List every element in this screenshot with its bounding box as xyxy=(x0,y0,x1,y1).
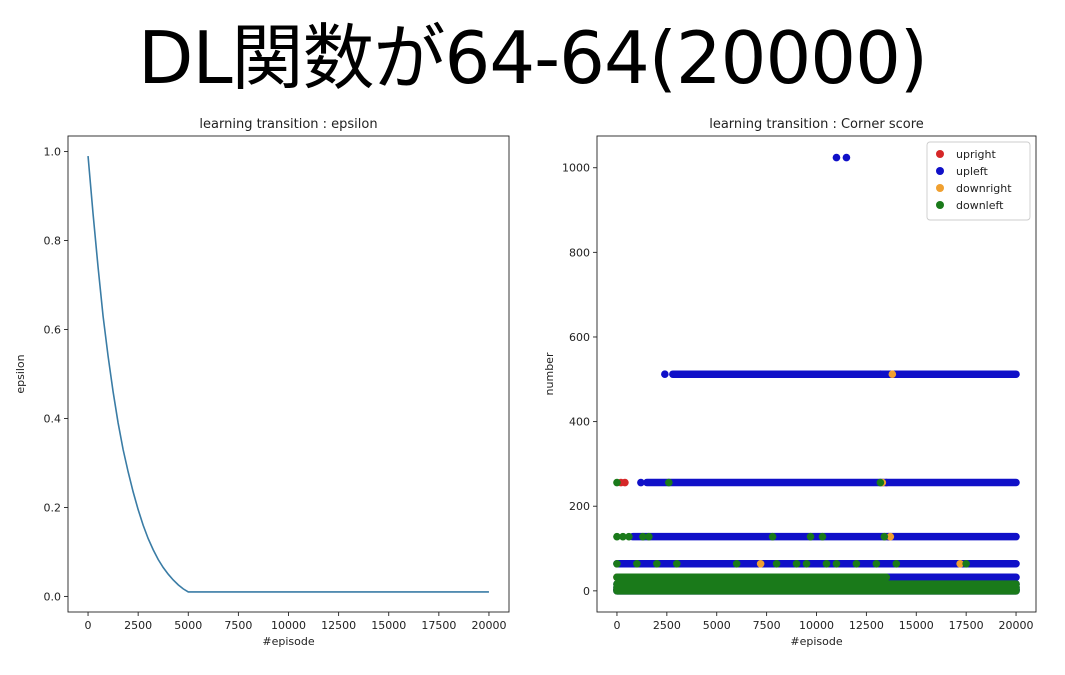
x-tick-label: 12500 xyxy=(849,619,884,632)
data-point xyxy=(832,559,841,568)
y-tick-label: 1000 xyxy=(562,162,590,175)
legend-box xyxy=(926,141,1031,221)
y-tick-label: 0 xyxy=(583,585,590,598)
x-tick-label: 20000 xyxy=(471,619,506,632)
data-point xyxy=(661,370,669,379)
data-point xyxy=(886,532,895,541)
series-line xyxy=(87,155,489,593)
legend-marker xyxy=(936,201,944,209)
x-tick-label: 5000 xyxy=(703,619,731,632)
data-point xyxy=(645,532,653,541)
data-point xyxy=(613,478,621,487)
x-tick-label: 0 xyxy=(613,619,620,632)
y-tick-label: 0.6 xyxy=(44,324,62,337)
x-tick-label: 17500 xyxy=(421,619,456,632)
chart-title: learning transition : Corner score xyxy=(709,117,924,132)
legend-label: downleft xyxy=(956,199,1004,212)
x-tick-label: 10000 xyxy=(271,619,306,632)
slide-title: DL関数が64-64(20000) xyxy=(138,16,928,100)
x-axis-label: #episode xyxy=(262,635,314,648)
data-point xyxy=(613,532,621,541)
x-tick-label: 7500 xyxy=(753,619,781,632)
x-tick-label: 2500 xyxy=(124,619,152,632)
data-point xyxy=(880,532,889,541)
x-tick-label: 17500 xyxy=(949,619,984,632)
data-point xyxy=(872,559,881,568)
data-point xyxy=(621,478,629,487)
y-tick-label: 0.0 xyxy=(44,590,62,603)
data-point xyxy=(818,532,827,541)
plot-area xyxy=(87,155,489,593)
y-tick-label: 0.4 xyxy=(44,412,62,425)
y-tick-label: 600 xyxy=(569,331,590,344)
y-axis-label: epsilon xyxy=(14,354,27,393)
data-point xyxy=(637,478,645,487)
legend: upright upleft downright downleft xyxy=(926,141,1031,221)
data-point xyxy=(665,478,673,487)
x-tick-label: 5000 xyxy=(174,619,202,632)
data-point xyxy=(822,559,831,568)
x-tick-label: 20000 xyxy=(999,619,1034,632)
data-point xyxy=(876,478,885,487)
legend-label: upright xyxy=(956,148,996,161)
data-point xyxy=(832,153,841,162)
y-tick-label: 800 xyxy=(569,246,590,259)
data-point xyxy=(772,559,781,568)
data-point xyxy=(842,153,851,162)
x-tick-label: 0 xyxy=(85,619,92,632)
x-tick-label: 10000 xyxy=(799,619,834,632)
data-point xyxy=(732,559,741,568)
x-axis-label: #episode xyxy=(790,635,842,648)
data-point xyxy=(756,559,765,568)
legend-marker xyxy=(936,167,944,175)
data-point xyxy=(806,532,815,541)
data-point xyxy=(852,559,861,568)
plot-area xyxy=(613,153,1020,595)
y-axis-label: number xyxy=(543,352,556,395)
data-point xyxy=(639,532,647,541)
chart-2: learning transition : Corner score 0 2500 5… xyxy=(543,117,1037,648)
legend-marker xyxy=(936,150,944,158)
y-tick-label: 200 xyxy=(569,500,590,513)
data-point xyxy=(768,532,777,541)
x-tick-label: 2500 xyxy=(653,619,681,632)
legend-label: downright xyxy=(956,182,1012,195)
y-tick-label: 1.0 xyxy=(44,146,62,159)
data-point xyxy=(673,559,681,568)
legend-label: upleft xyxy=(956,165,988,178)
data-point xyxy=(956,559,964,568)
data-point xyxy=(802,559,811,568)
chart-1: learning transition : epsilon 0 2500 5000 75… xyxy=(14,117,510,648)
data-point xyxy=(962,559,970,568)
y-tick-label: 0.8 xyxy=(44,235,62,248)
data-point xyxy=(613,559,621,568)
chart-title: learning transition : epsilon xyxy=(199,117,377,132)
data-point xyxy=(888,370,897,379)
x-tick-label: 15000 xyxy=(899,619,934,632)
x-tick-label: 15000 xyxy=(371,619,406,632)
data-point xyxy=(653,559,661,568)
data-point xyxy=(633,559,641,568)
y-tick-label: 400 xyxy=(569,416,590,429)
x-tick-label: 7500 xyxy=(224,619,252,632)
legend-marker xyxy=(936,184,944,192)
data-point xyxy=(625,532,633,541)
plot-frame xyxy=(67,135,510,613)
data-point xyxy=(619,532,627,541)
data-point xyxy=(892,559,901,568)
y-tick-label: 0.2 xyxy=(44,501,62,514)
x-tick-label: 12500 xyxy=(321,619,356,632)
data-point xyxy=(792,559,801,568)
